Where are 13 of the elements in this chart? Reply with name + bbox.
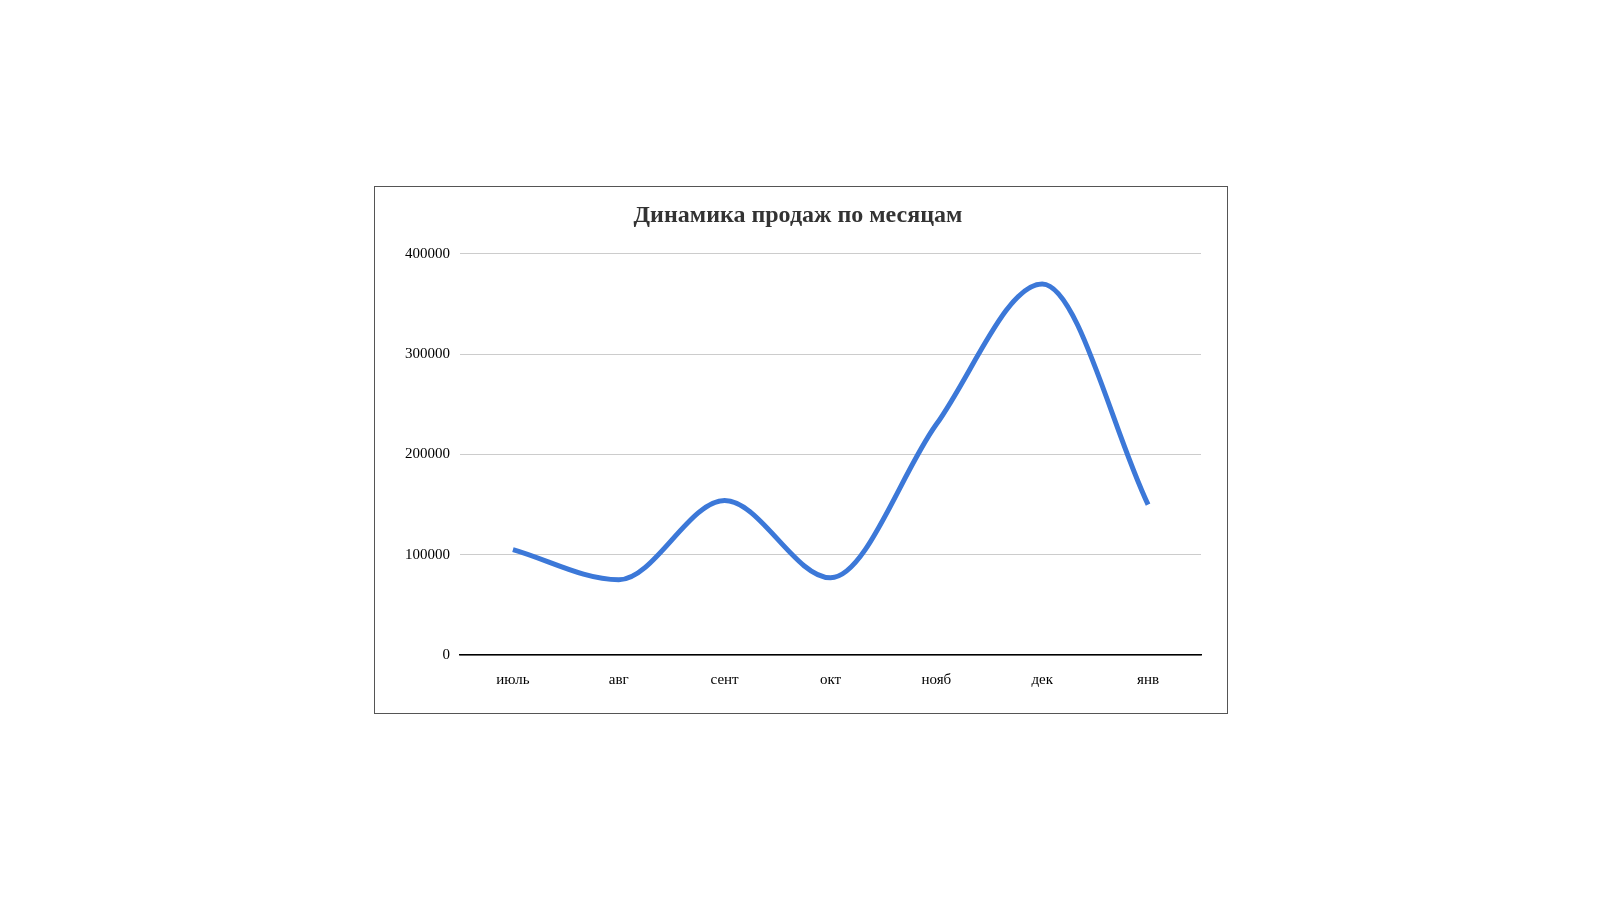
x-tick-label: июль	[496, 670, 530, 687]
y-tick-label: 400000	[405, 244, 450, 261]
x-tick-label: окт	[819, 670, 842, 687]
x-tick-label: янв	[1137, 670, 1160, 687]
y-tick-label: 0	[442, 645, 450, 662]
chart-title: Динамика продаж по месяцам	[633, 200, 963, 227]
x-tick-label: дек	[1031, 670, 1054, 687]
x-tick-label: авг	[608, 670, 629, 687]
x-tick-label: нояб	[921, 670, 952, 687]
y-tick-label: 100000	[405, 545, 450, 562]
y-tick-label: 300000	[405, 345, 450, 362]
y-tick-label: 200000	[405, 445, 450, 462]
x-tick-label: сент	[710, 670, 740, 687]
